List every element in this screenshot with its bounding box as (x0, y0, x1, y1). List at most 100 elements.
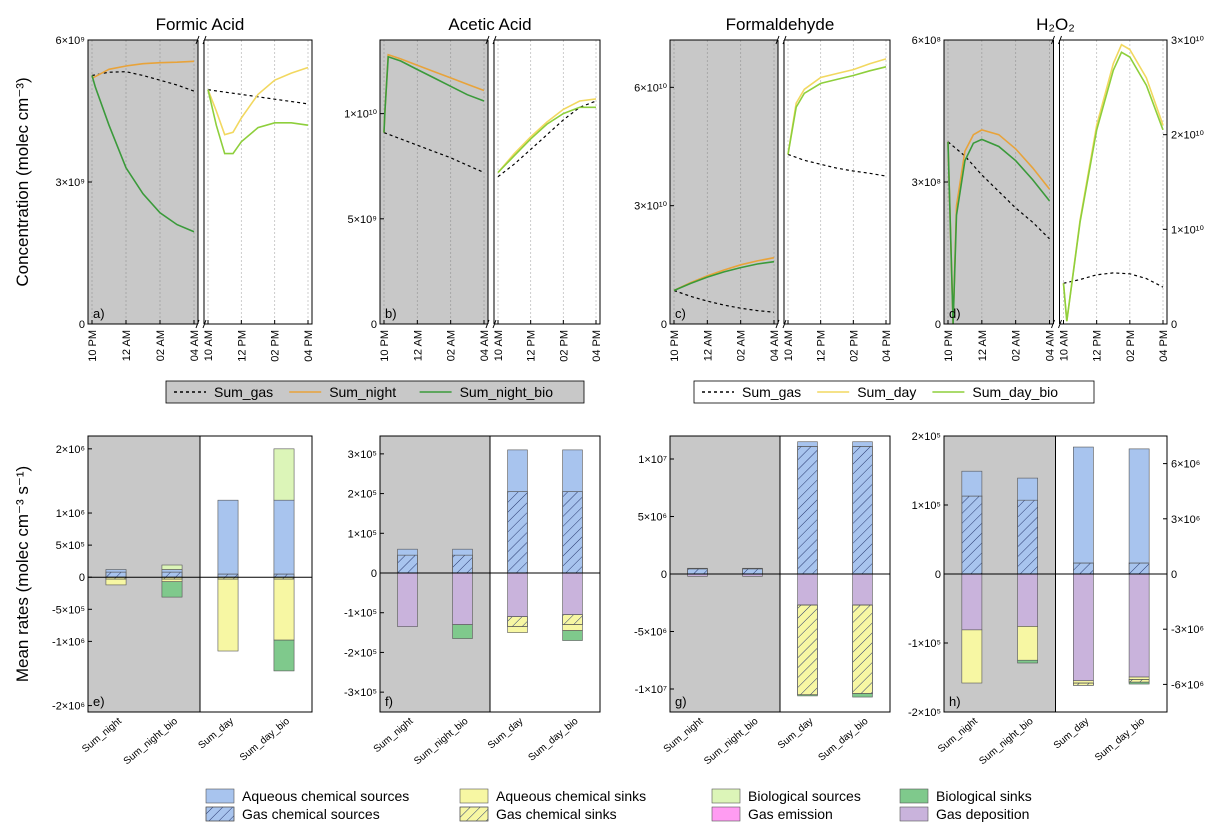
legend-swatch-gas-dep (899, 806, 929, 822)
break-mark (775, 319, 780, 329)
x-tick-label: 02 PM (848, 330, 860, 362)
bar-segment-aq-src (1017, 477, 1038, 501)
legend-label: Sum_day (857, 384, 916, 400)
y-tick-label: 0 (661, 319, 667, 331)
series-sum-night-bio-night (673, 260, 775, 292)
legend-swatch-hatch (459, 806, 489, 822)
y-tick-label: 3×10¹⁰ (634, 201, 667, 213)
break-mark (782, 35, 787, 45)
y-tick-label: 0 (371, 568, 377, 580)
legend-label: Biological sources (748, 788, 861, 804)
x-tick-label: 10 PM (943, 330, 955, 362)
legend-label: Gas chemical sinks (496, 806, 617, 822)
x-category-label: Sum_day_bio (1093, 716, 1147, 764)
bar-segment-hatch (742, 568, 763, 575)
bar-segment-bio-snk (1128, 681, 1150, 685)
y2-tick-label: 6×10⁶ (1171, 459, 1200, 471)
bar-segment-hatch (452, 554, 473, 574)
x-tick-label: 12 PM (526, 330, 538, 362)
x-tick-label: 12 AM (412, 330, 424, 361)
legend-box (693, 380, 1095, 404)
axis-break-gap (488, 36, 494, 328)
x-tick-label: 10 PM (669, 330, 681, 362)
series-sum-day-bio-day (787, 66, 887, 155)
y-tick-label: 3×10⁵ (348, 449, 377, 461)
y-tick-label: -1×10⁵ (908, 638, 941, 650)
bar-segment-hatch (562, 491, 583, 574)
bar-segment-aq-src (1073, 446, 1094, 564)
x-category-label: Sum_night_bio (702, 716, 761, 768)
x-tick-label: 04 PM (1158, 330, 1170, 362)
x-tick-label: 04 PM (303, 330, 315, 362)
bar-segment-hatch (1017, 499, 1038, 575)
legend-label: Aqueous chemical sources (242, 788, 409, 804)
bar-segment-hatch (1128, 562, 1150, 575)
plot-frame (87, 435, 313, 713)
bar-segment-hatch (161, 571, 183, 578)
y-tick-label: -1×10⁷ (635, 684, 667, 696)
bar-segment-aq-src (397, 548, 418, 556)
bar-segment-bio-src (273, 448, 295, 501)
x-category-label: Sum_night (80, 716, 124, 755)
legend-swatch-bio-src (711, 788, 741, 804)
y-tick-label: -2×10⁶ (52, 701, 85, 713)
bar-segment-aq-src (687, 567, 708, 570)
y2-tick-label: 3×10¹⁰ (1171, 35, 1204, 47)
x-tick-label: 12 AM (121, 330, 133, 361)
series-sum-night-bio-night (91, 75, 195, 233)
bar-segment-bio-snk (452, 624, 473, 639)
x-tick-label: 02 AM (1011, 330, 1023, 361)
break-mark (195, 35, 200, 45)
y-tick-label: 0 (935, 319, 941, 331)
y-tick-label: -1×10⁵ (344, 608, 377, 620)
break-mark (1051, 35, 1055, 45)
legend-bottom: Aqueous chemical sources Aqueous chemical… (205, 788, 1032, 822)
bar-segment-aq-src (452, 548, 473, 556)
y-tick-label: 5×10⁵ (56, 540, 85, 552)
line-panel-c: 0 3×10¹⁰ 6×10¹⁰ 10 PM 12 AM 02 AM 04 AM 10 AM 12… (634, 15, 893, 362)
x-tick-label: 12 AM (977, 330, 989, 361)
y-tick-label: 2×10⁶ (56, 444, 85, 456)
axis-break-gap (778, 36, 784, 328)
break-mark (1058, 35, 1062, 45)
y-tick-label: -3×10⁵ (344, 687, 377, 699)
series-sum-gas-day (207, 89, 309, 105)
y2-tick-label: -6×10⁶ (1171, 679, 1204, 691)
bar-segment-bio-snk (797, 694, 818, 697)
bar-segment-aq-snk (562, 624, 583, 631)
y-tick-label: 1×10⁷ (638, 454, 667, 466)
night-shading (380, 436, 490, 712)
y-tick-label: 1×10¹⁰ (344, 109, 377, 121)
y2-tick-label: 0 (1171, 319, 1177, 331)
bar-segment-aq-snk (1128, 676, 1150, 680)
bar-segment-hatch (687, 568, 708, 575)
bar-segment-aq-src (852, 441, 873, 447)
x-tick-label: 10 AM (783, 330, 795, 361)
x-tick-label: 04 AM (1045, 330, 1057, 361)
line-panel-b: 0 5×10⁹ 1×10¹⁰ 10 PM 12 AM 02 AM 04 AM 10 AM 12 … (344, 15, 603, 362)
bar-segment-bio-snk (562, 630, 583, 641)
bar-segment-gas-dep (797, 573, 818, 606)
x-category-label: Sum_night (936, 716, 980, 755)
x-tick-label: 02 AM (446, 330, 458, 361)
bar-segment-hatch (852, 446, 873, 575)
bar-segment-hatch (507, 616, 528, 627)
y2-tick-label: 2×10¹⁰ (1171, 130, 1204, 142)
x-tick-label: 10 AM (1059, 330, 1071, 361)
x-tick-label: 10 AM (493, 330, 505, 361)
day-background (204, 40, 312, 324)
y-tick-label: 1×10⁵ (912, 500, 941, 512)
night-shading (88, 40, 198, 324)
line-panel-a: 0 3×10⁹ 6×10⁹ 10 PM 12 AM 02 AM 04 AM 10 AM 12 P… (56, 15, 316, 362)
bar-segment-gas-dep (852, 573, 873, 606)
bar-segment-gas-dep (452, 572, 473, 625)
series-sum-day-day (787, 58, 887, 155)
x-tick-label: 02 PM (270, 330, 282, 362)
y-tick-label: 3×10⁹ (56, 177, 86, 189)
bar-segment-aq-snk (161, 578, 183, 583)
y-tick-label: 0 (661, 569, 667, 581)
y-tick-label: 3×10⁸ (912, 177, 941, 189)
series-sum-night-bio-night (383, 55, 485, 133)
x-tick-label: 04 AM (479, 330, 491, 361)
